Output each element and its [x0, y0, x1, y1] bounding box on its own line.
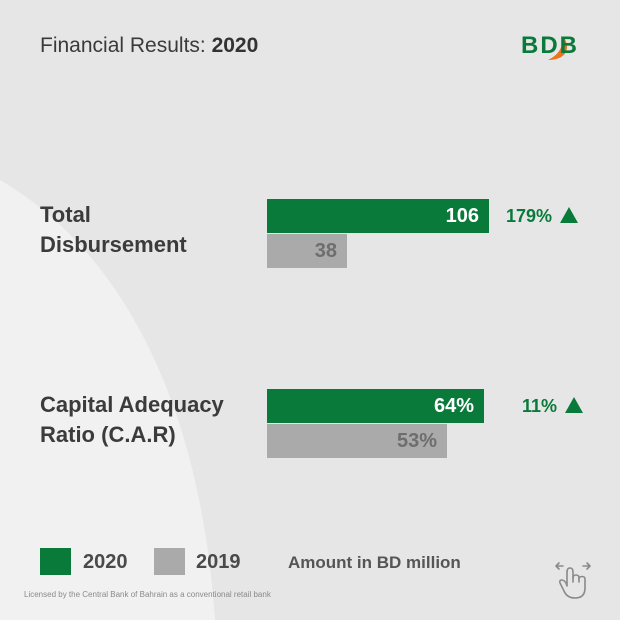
units-note: Amount in BD million	[288, 553, 461, 572]
title-prefix: Financial Results:	[40, 34, 206, 57]
footer-license-text: Licensed by the Central Bank of Bahrain …	[24, 590, 271, 599]
group-label-car: Capital Adequacy Ratio (C.A.R)	[40, 390, 224, 450]
bar-value-label: 106	[445, 205, 479, 227]
growth-total-disbursement: 179%	[506, 199, 579, 233]
bar-car-2020: 64%	[267, 389, 484, 423]
bar-value-label: 53%	[396, 430, 437, 452]
bar-value-label: 38	[314, 240, 337, 262]
growth-car: 11%	[522, 389, 584, 423]
legend-label-2020: 2020	[83, 551, 128, 573]
up-triangle-icon	[565, 397, 584, 413]
bar-total-disbursement-2020: 106	[267, 199, 489, 233]
legend-swatch-2020	[40, 548, 71, 575]
group-label-line: Total	[40, 202, 91, 227]
logo-mark	[548, 36, 567, 60]
group-label-total-disbursement: Total Disbursement	[40, 200, 187, 260]
bdb-logo: BDB	[521, 30, 591, 64]
growth-value: 11%	[522, 396, 558, 416]
group-label-line: Ratio (C.A.R)	[40, 422, 176, 447]
legend-label-2019: 2019	[196, 551, 241, 573]
up-triangle-icon	[560, 207, 579, 223]
group-label-line: Capital Adequacy	[40, 392, 224, 417]
group-label-line: Disbursement	[40, 232, 187, 257]
page-title: Financial Results: 2020	[40, 34, 258, 58]
logo-text: BDB	[521, 32, 579, 59]
bar-car-2019: 53%	[267, 424, 447, 458]
bar-total-disbursement-2019: 38	[267, 234, 347, 268]
title-year: 2020	[211, 34, 259, 57]
bar-value-label: 64%	[433, 395, 474, 417]
legend-swatch-2019	[154, 548, 185, 575]
growth-value: 179%	[506, 206, 553, 226]
swipe-hand-icon	[555, 562, 591, 599]
